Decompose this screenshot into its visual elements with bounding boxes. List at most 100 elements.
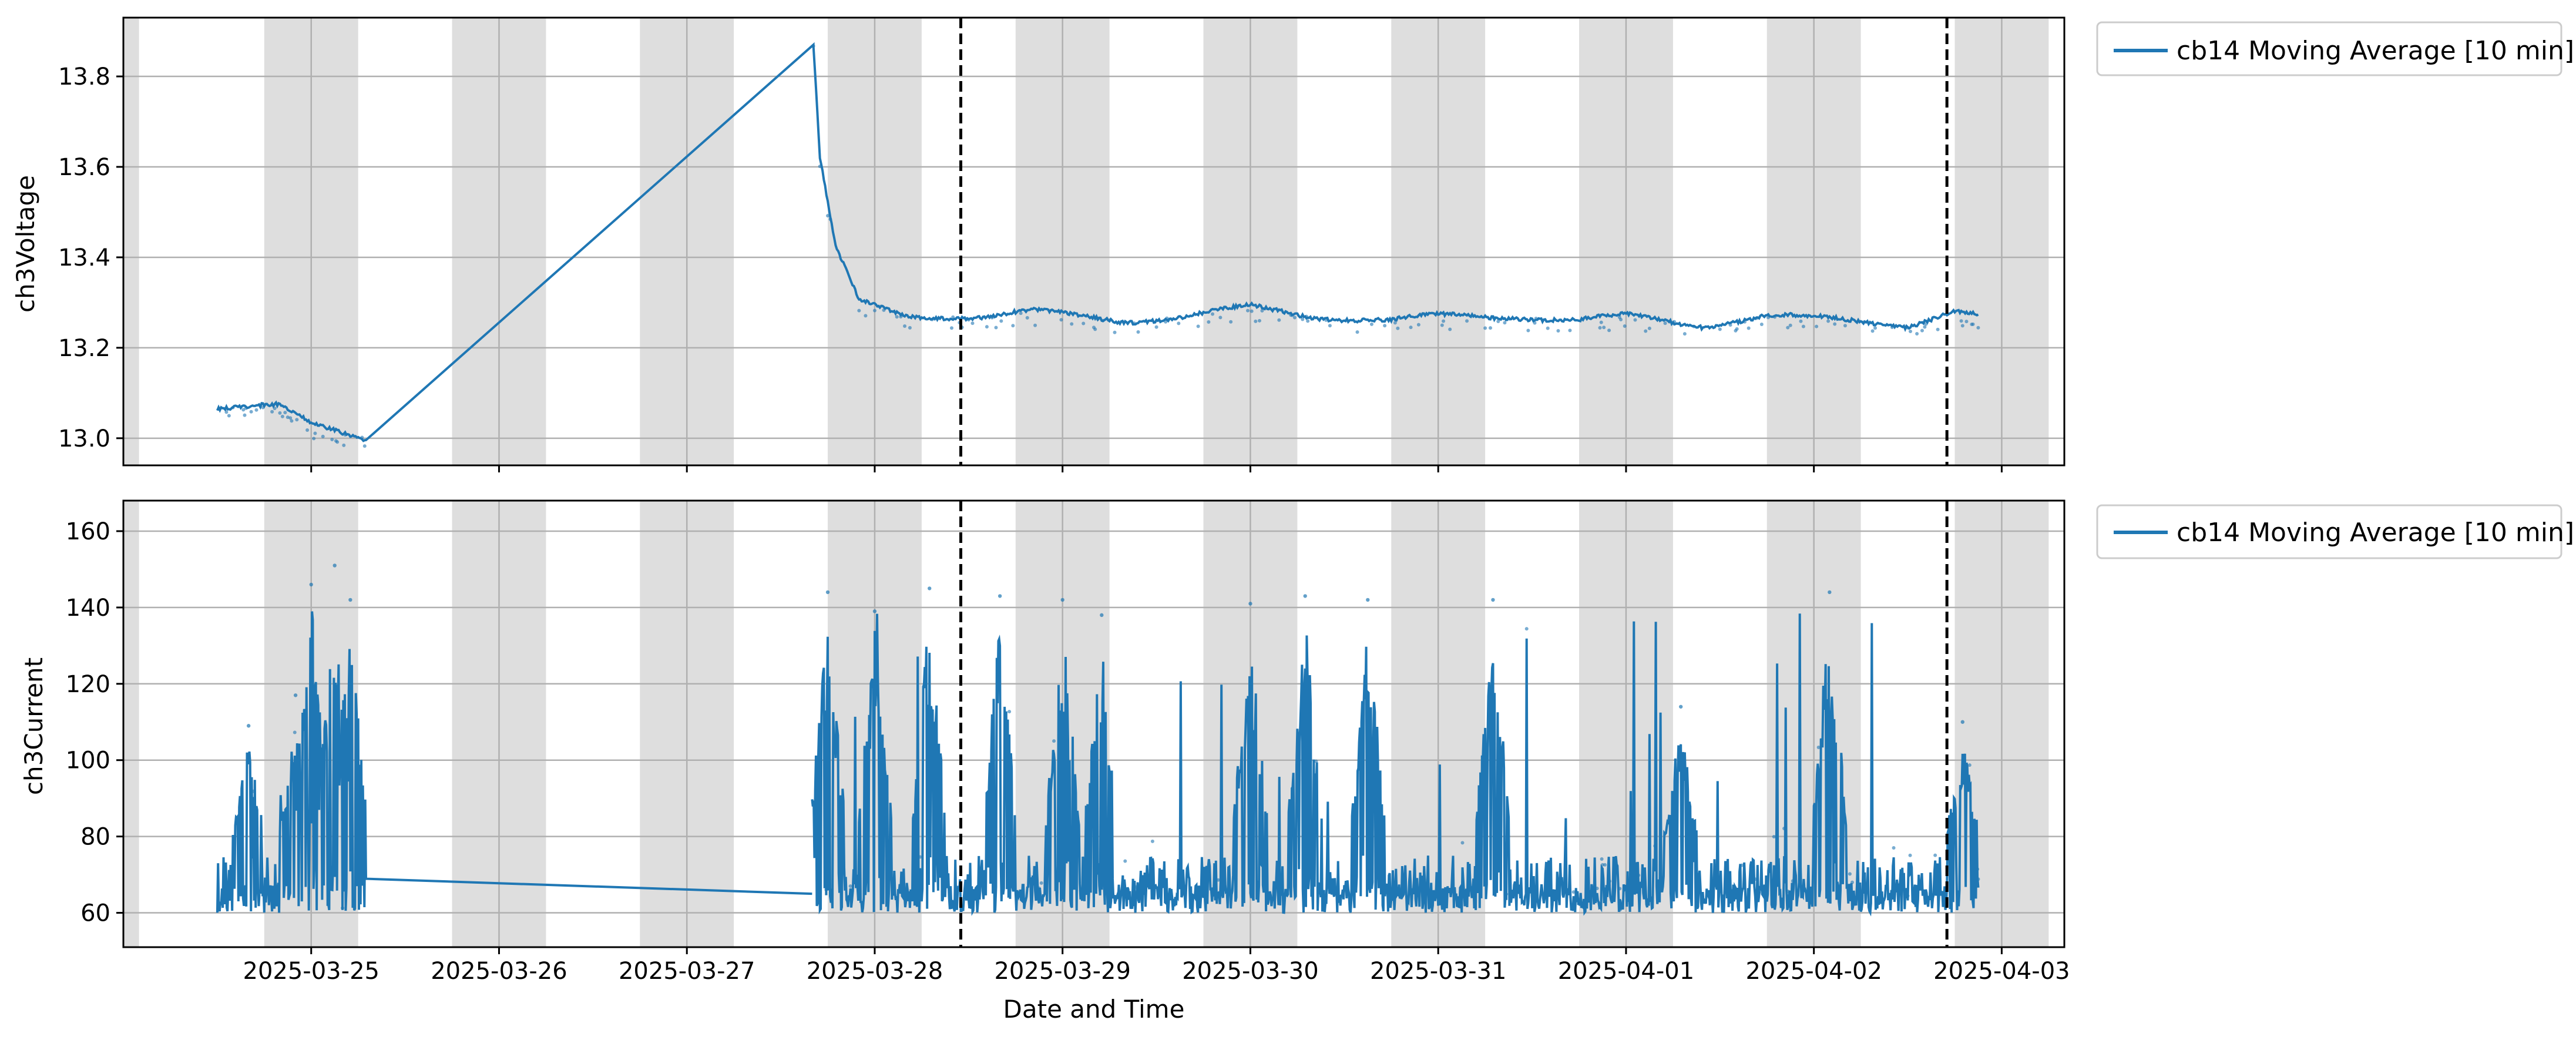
sample-point (1442, 319, 1446, 323)
sample-point (848, 884, 852, 888)
sample-point (1524, 627, 1529, 631)
sample-point (949, 326, 953, 330)
sample-point (1292, 316, 1297, 320)
x-tick-label: 2025-03-26 (431, 958, 567, 985)
sample-point (270, 410, 274, 414)
sample-point (342, 443, 346, 447)
sample-point (1393, 321, 1397, 325)
sample-point (1960, 324, 1964, 328)
legend-bottom-label: cb14 Moving Average [10 min] (2177, 518, 2574, 548)
sample-point (1196, 324, 1200, 328)
sample-point (335, 440, 340, 444)
spike-point (1248, 602, 1252, 606)
sample-point (1967, 763, 1972, 767)
sample-point (1976, 326, 1980, 330)
sample-point (295, 418, 299, 422)
y-tick-label: 120 (66, 671, 110, 698)
sample-point (1007, 710, 1012, 714)
sample-point (1892, 846, 1896, 850)
sample-point (864, 314, 868, 318)
sample-point (1848, 872, 1852, 876)
sample-point (1826, 319, 1831, 323)
sample-point (1623, 324, 1627, 328)
sample-point (1546, 326, 1550, 330)
spike-point (1960, 720, 1965, 724)
y-tick-label: 100 (66, 747, 110, 774)
sample-point (1383, 324, 1387, 328)
sample-point (1933, 853, 1937, 857)
sample-point (1059, 318, 1063, 322)
sample-point (1257, 318, 1261, 323)
sample-point (994, 326, 998, 330)
sample-point (1923, 325, 1927, 329)
sample-point (1306, 319, 1310, 323)
sample-point (1123, 859, 1127, 863)
sample-point (1369, 322, 1373, 326)
spike-point (1060, 598, 1064, 602)
sample-point (1277, 318, 1281, 322)
sample-point (305, 428, 310, 432)
sample-point (1602, 326, 1606, 330)
sample-point (1799, 319, 1803, 323)
sample-point (1052, 739, 1056, 743)
sample-point (1250, 309, 1254, 313)
sample-point (1843, 324, 1847, 328)
spike-point (1678, 704, 1683, 709)
sample-point (1093, 327, 1097, 331)
sample-point (1113, 330, 1117, 334)
spike-point (1366, 598, 1370, 602)
spike-point (333, 563, 337, 568)
spike-point (1303, 594, 1307, 598)
x-tick-label: 2025-03-27 (619, 958, 755, 985)
sample-point (1254, 319, 1258, 323)
sample-point (1025, 316, 1029, 320)
x-tick-label: 2025-03-29 (994, 958, 1130, 985)
y-tick-label: 13.8 (58, 63, 110, 90)
sample-point (1448, 327, 1452, 331)
night-shade-band (123, 18, 139, 465)
sample-point (1759, 322, 1764, 326)
spike-point (1100, 613, 1104, 618)
spike-point (998, 594, 1002, 598)
x-tick-label: 2025-04-03 (1933, 958, 2070, 985)
sample-point (1150, 839, 1154, 843)
sample-point (1600, 857, 1604, 861)
sample-point (1136, 330, 1140, 334)
y-tick-label: 80 (80, 824, 110, 851)
sample-point (290, 419, 294, 423)
sample-point (872, 308, 876, 313)
voltage-line (216, 42, 1979, 442)
sample-point (1218, 316, 1222, 320)
legend-top-label: cb14 Moving Average [10 min] (2177, 36, 2574, 66)
voltage-series (216, 42, 1980, 448)
y-tick-label: 140 (66, 595, 110, 622)
sample-point (1409, 326, 1413, 330)
sample-point (241, 408, 246, 412)
y-tick-label: 13.2 (58, 335, 110, 362)
sample-point (1396, 326, 1400, 330)
sample-point (1786, 326, 1790, 330)
spike-point (928, 586, 932, 591)
sample-point (1568, 328, 1572, 333)
sample-point (243, 413, 247, 417)
sample-point (908, 326, 912, 330)
sample-point (280, 414, 284, 418)
sample-point (895, 315, 899, 319)
sample-point (1619, 317, 1623, 321)
sample-point (1663, 321, 1667, 326)
sample-point (249, 410, 253, 414)
sample-point (1556, 329, 1560, 333)
legend-top: cb14 Moving Average [10 min] (2096, 21, 2574, 76)
sample-point (1908, 853, 1912, 857)
sample-point (1246, 308, 1250, 313)
sample-point (1873, 326, 1878, 330)
sample-point (903, 324, 907, 328)
sample-point (362, 444, 367, 448)
sample-point (970, 321, 975, 326)
sample-point (1526, 328, 1530, 333)
sample-point (1735, 327, 1739, 331)
spike-point (1491, 598, 1495, 602)
sample-point (1908, 329, 1912, 333)
y-tick-label: 13.6 (58, 154, 110, 181)
sample-point (1959, 319, 1963, 323)
